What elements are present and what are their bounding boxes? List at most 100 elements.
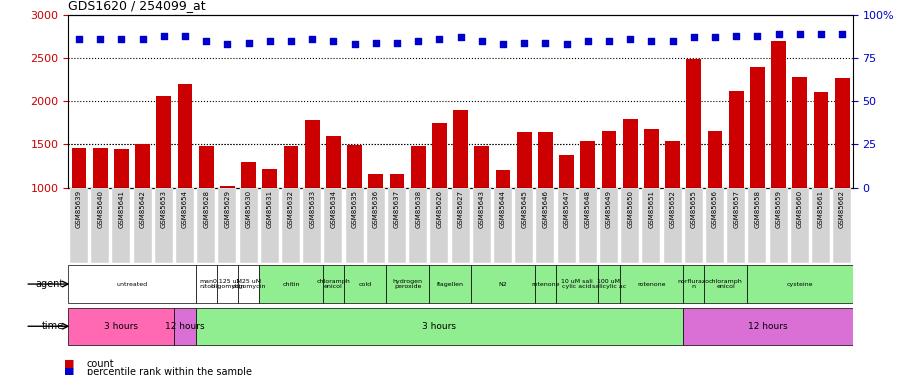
Point	[707, 34, 722, 40]
FancyBboxPatch shape	[91, 188, 109, 262]
Text: GSM85659: GSM85659	[774, 190, 781, 228]
Text: GSM85662: GSM85662	[838, 190, 844, 228]
FancyBboxPatch shape	[366, 188, 384, 262]
Text: 12 hours: 12 hours	[165, 322, 205, 331]
Bar	[517, 132, 531, 274]
Bar	[386, 265, 428, 303]
FancyBboxPatch shape	[70, 188, 87, 262]
Point	[157, 33, 171, 39]
Point	[495, 41, 509, 47]
FancyBboxPatch shape	[240, 188, 257, 262]
Bar	[217, 265, 238, 303]
Bar	[471, 265, 534, 303]
FancyBboxPatch shape	[176, 188, 194, 262]
Bar	[495, 170, 510, 274]
FancyBboxPatch shape	[663, 188, 681, 262]
Point	[792, 31, 806, 37]
Text: N2: N2	[498, 282, 507, 286]
Text: GSM85645: GSM85645	[520, 190, 527, 228]
Text: 3 hours: 3 hours	[104, 322, 138, 331]
FancyBboxPatch shape	[620, 188, 639, 262]
Text: 10 uM sali
cylic acid: 10 uM sali cylic acid	[560, 279, 592, 290]
Point	[389, 40, 404, 46]
Bar	[643, 129, 658, 274]
Text: percentile rank within the sample: percentile rank within the sample	[87, 367, 251, 375]
Point	[411, 38, 425, 44]
FancyBboxPatch shape	[578, 188, 596, 262]
Bar	[347, 145, 362, 274]
Text: GSM85650: GSM85650	[627, 190, 632, 228]
FancyBboxPatch shape	[112, 188, 130, 262]
Text: norflurazo
n: norflurazo n	[677, 279, 709, 290]
Text: untreated: untreated	[117, 282, 148, 286]
Point	[199, 38, 213, 44]
Point	[326, 38, 341, 44]
Text: time: time	[42, 321, 64, 331]
Text: agent: agent	[36, 279, 64, 289]
Bar	[259, 265, 322, 303]
Point	[813, 31, 827, 37]
Bar	[622, 119, 637, 274]
Bar	[262, 170, 277, 274]
Text: GSM85658: GSM85658	[753, 190, 760, 228]
Bar	[220, 186, 234, 274]
Bar	[813, 92, 827, 274]
FancyBboxPatch shape	[155, 188, 172, 262]
FancyBboxPatch shape	[430, 188, 448, 262]
Point	[643, 38, 658, 44]
Bar	[558, 155, 573, 274]
Bar	[283, 146, 298, 274]
Text: chloramph
enicol: chloramph enicol	[316, 279, 350, 290]
Bar	[238, 265, 259, 303]
Point	[135, 36, 149, 42]
Point	[579, 38, 594, 44]
Text: GSM85639: GSM85639	[76, 190, 82, 228]
Point	[453, 34, 467, 40]
Text: rotenone: rotenone	[530, 282, 559, 286]
Bar	[135, 144, 149, 274]
Bar	[537, 132, 552, 274]
Bar	[325, 136, 341, 274]
Bar	[156, 96, 171, 274]
FancyBboxPatch shape	[494, 188, 511, 262]
Point	[834, 31, 848, 37]
Bar	[771, 41, 785, 274]
Bar	[199, 146, 213, 274]
Point	[517, 40, 531, 46]
Text: GSM85626: GSM85626	[435, 190, 442, 228]
Bar	[682, 308, 852, 345]
Bar	[93, 148, 107, 274]
Bar	[728, 91, 742, 274]
FancyBboxPatch shape	[472, 188, 490, 262]
FancyBboxPatch shape	[218, 188, 236, 262]
Text: GSM85652: GSM85652	[669, 190, 675, 228]
FancyBboxPatch shape	[197, 188, 215, 262]
Bar	[195, 265, 217, 303]
FancyBboxPatch shape	[387, 188, 405, 262]
Text: 3 hours: 3 hours	[422, 322, 456, 331]
Point	[664, 38, 679, 44]
FancyBboxPatch shape	[769, 188, 787, 262]
Text: GSM85660: GSM85660	[796, 190, 802, 228]
Bar	[195, 308, 682, 345]
Point	[283, 38, 298, 44]
Bar	[682, 265, 703, 303]
FancyBboxPatch shape	[409, 188, 426, 262]
FancyBboxPatch shape	[726, 188, 744, 262]
Text: GSM85653: GSM85653	[160, 190, 167, 228]
Text: GSM85629: GSM85629	[224, 190, 230, 228]
FancyBboxPatch shape	[302, 188, 321, 262]
Bar	[304, 120, 319, 274]
Bar	[241, 162, 256, 274]
Point	[601, 38, 616, 44]
Text: count: count	[87, 359, 114, 369]
Point	[686, 34, 701, 40]
Point	[771, 31, 785, 37]
Point	[72, 36, 87, 42]
Text: GSM85627: GSM85627	[457, 190, 463, 228]
Text: rotenone: rotenone	[637, 282, 665, 286]
Text: GSM85641: GSM85641	[118, 190, 124, 228]
Text: GSM85657: GSM85657	[732, 190, 738, 228]
Text: GSM85651: GSM85651	[648, 190, 653, 228]
Text: GSM85643: GSM85643	[478, 190, 485, 228]
